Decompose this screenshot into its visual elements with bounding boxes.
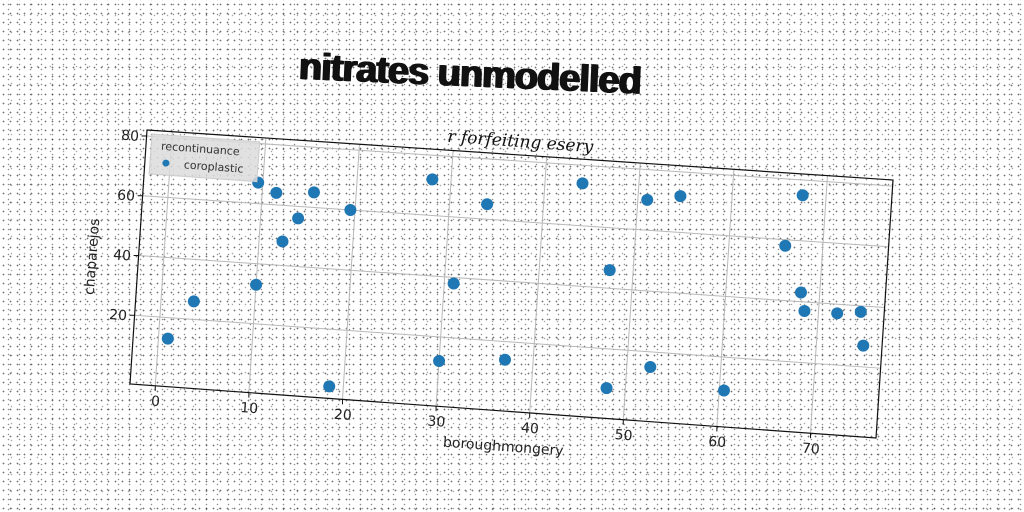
legend-entry-coroplastic: coroplastic [183,158,244,175]
chart-subtitle: r forfeiting esery [447,127,595,158]
x-grid-line [716,169,735,427]
scatter-point [717,384,730,397]
scatter-point [798,305,811,318]
x-tick-labels: 0 10 20 30 40 50 60 70 [151,394,821,458]
scatter-point [481,198,494,211]
scatter-point [641,193,654,206]
y-tick-label: 20 [109,307,128,324]
scatter-point [187,295,200,308]
scatter-point [276,235,289,248]
scatter-point [447,277,460,290]
scatter-point [426,173,439,186]
x-tick-label: 10 [240,400,259,417]
scatter-point [250,278,263,291]
scatter-point [498,353,511,366]
scatter-point [857,339,870,352]
scatter-point [161,332,174,345]
y-tick-marks [129,135,147,316]
scatter-point [603,264,616,277]
y-tick-label: 40 [113,247,132,264]
scatter-point [779,239,792,252]
axes-frame [129,129,894,439]
scatter-point [576,177,589,190]
scatter-point [794,286,807,299]
x-grid-line [622,163,641,420]
x-tick-label: 40 [520,420,539,437]
scatter-point [292,212,305,225]
grid-lines [134,131,893,434]
plot-area [129,129,894,439]
legend-box [148,133,261,183]
x-tick-label: 0 [151,394,161,411]
x-tick-marks [154,385,811,439]
x-grid-line [809,175,828,434]
y-grid-line [142,195,889,248]
scatter-points [161,173,870,397]
scatter-point [831,307,844,320]
scatter-point [644,361,657,374]
scatter-point [433,355,446,368]
legend-marker-coroplastic [162,159,170,167]
y-tick-label: 60 [117,187,136,204]
x-grid-line [529,156,548,413]
x-tick-label: 70 [801,441,820,458]
x-tick-label: 60 [708,434,727,451]
x-grid-line [341,144,360,400]
scatter-point [674,190,687,203]
x-axis-label: boroughmongery [443,435,565,460]
legend-title: recontinuance [161,140,241,159]
scatter-point [270,186,283,199]
y-axis-label: chaparejos [82,218,103,295]
scatter-point [796,189,809,202]
y-tick-labels: 20 40 60 80 [109,128,140,325]
y-grid-line [146,135,893,187]
scatter-point [854,305,867,318]
x-tick-label: 20 [333,407,352,424]
legend: recontinuance coroplastic [148,133,261,183]
y-tick-label: 80 [121,128,140,145]
scatter-point [344,203,357,216]
y-grid-line [138,255,885,308]
y-grid-line [134,314,881,369]
scatter-point [323,380,336,393]
x-grid-line [435,150,454,407]
x-tick-label: 50 [614,427,633,444]
scatter-point [307,186,320,199]
x-tick-label: 30 [427,414,446,431]
scatter-point [600,382,613,395]
